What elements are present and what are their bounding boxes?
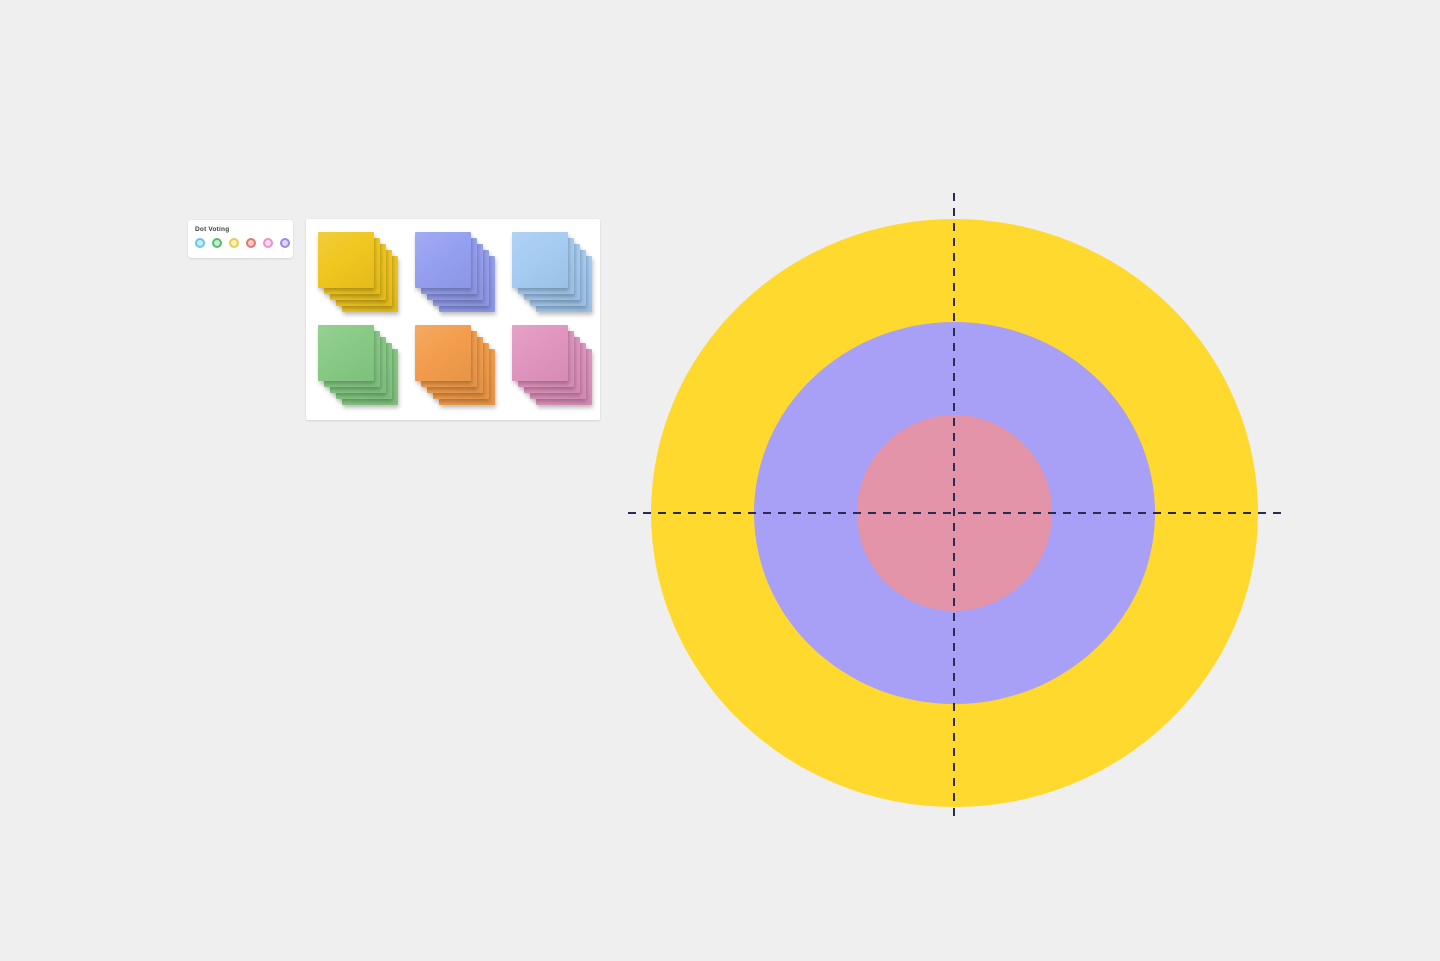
sticky-note bbox=[318, 232, 374, 288]
sticky-note bbox=[318, 325, 374, 381]
vote-dot-blue[interactable] bbox=[195, 238, 205, 248]
sticky-stack-pink[interactable] bbox=[512, 325, 592, 411]
vote-dot-pink[interactable] bbox=[263, 238, 273, 248]
sticky-stack-periwinkle[interactable] bbox=[415, 232, 495, 318]
sticky-notes-panel bbox=[306, 219, 600, 420]
sticky-stack-green[interactable] bbox=[318, 325, 398, 411]
vote-dot-yellow[interactable] bbox=[229, 238, 239, 248]
vote-dot-red[interactable] bbox=[246, 238, 256, 248]
sticky-note bbox=[512, 232, 568, 288]
sticky-stack-yellow[interactable] bbox=[318, 232, 398, 318]
vote-dot-green[interactable] bbox=[212, 238, 222, 248]
sticky-note bbox=[415, 232, 471, 288]
vote-dot-row bbox=[195, 238, 293, 248]
sticky-note bbox=[415, 325, 471, 381]
dot-voting-panel: Dot Voting bbox=[188, 220, 293, 258]
sticky-stack-orange[interactable] bbox=[415, 325, 495, 411]
crosshair-horizontal-line[interactable] bbox=[628, 512, 1282, 514]
dot-voting-title: Dot Voting bbox=[195, 226, 230, 233]
sticky-stack-light-blue[interactable] bbox=[512, 232, 592, 318]
sticky-note bbox=[512, 325, 568, 381]
vote-dot-purple[interactable] bbox=[280, 238, 290, 248]
crosshair-vertical-line[interactable] bbox=[953, 193, 955, 823]
